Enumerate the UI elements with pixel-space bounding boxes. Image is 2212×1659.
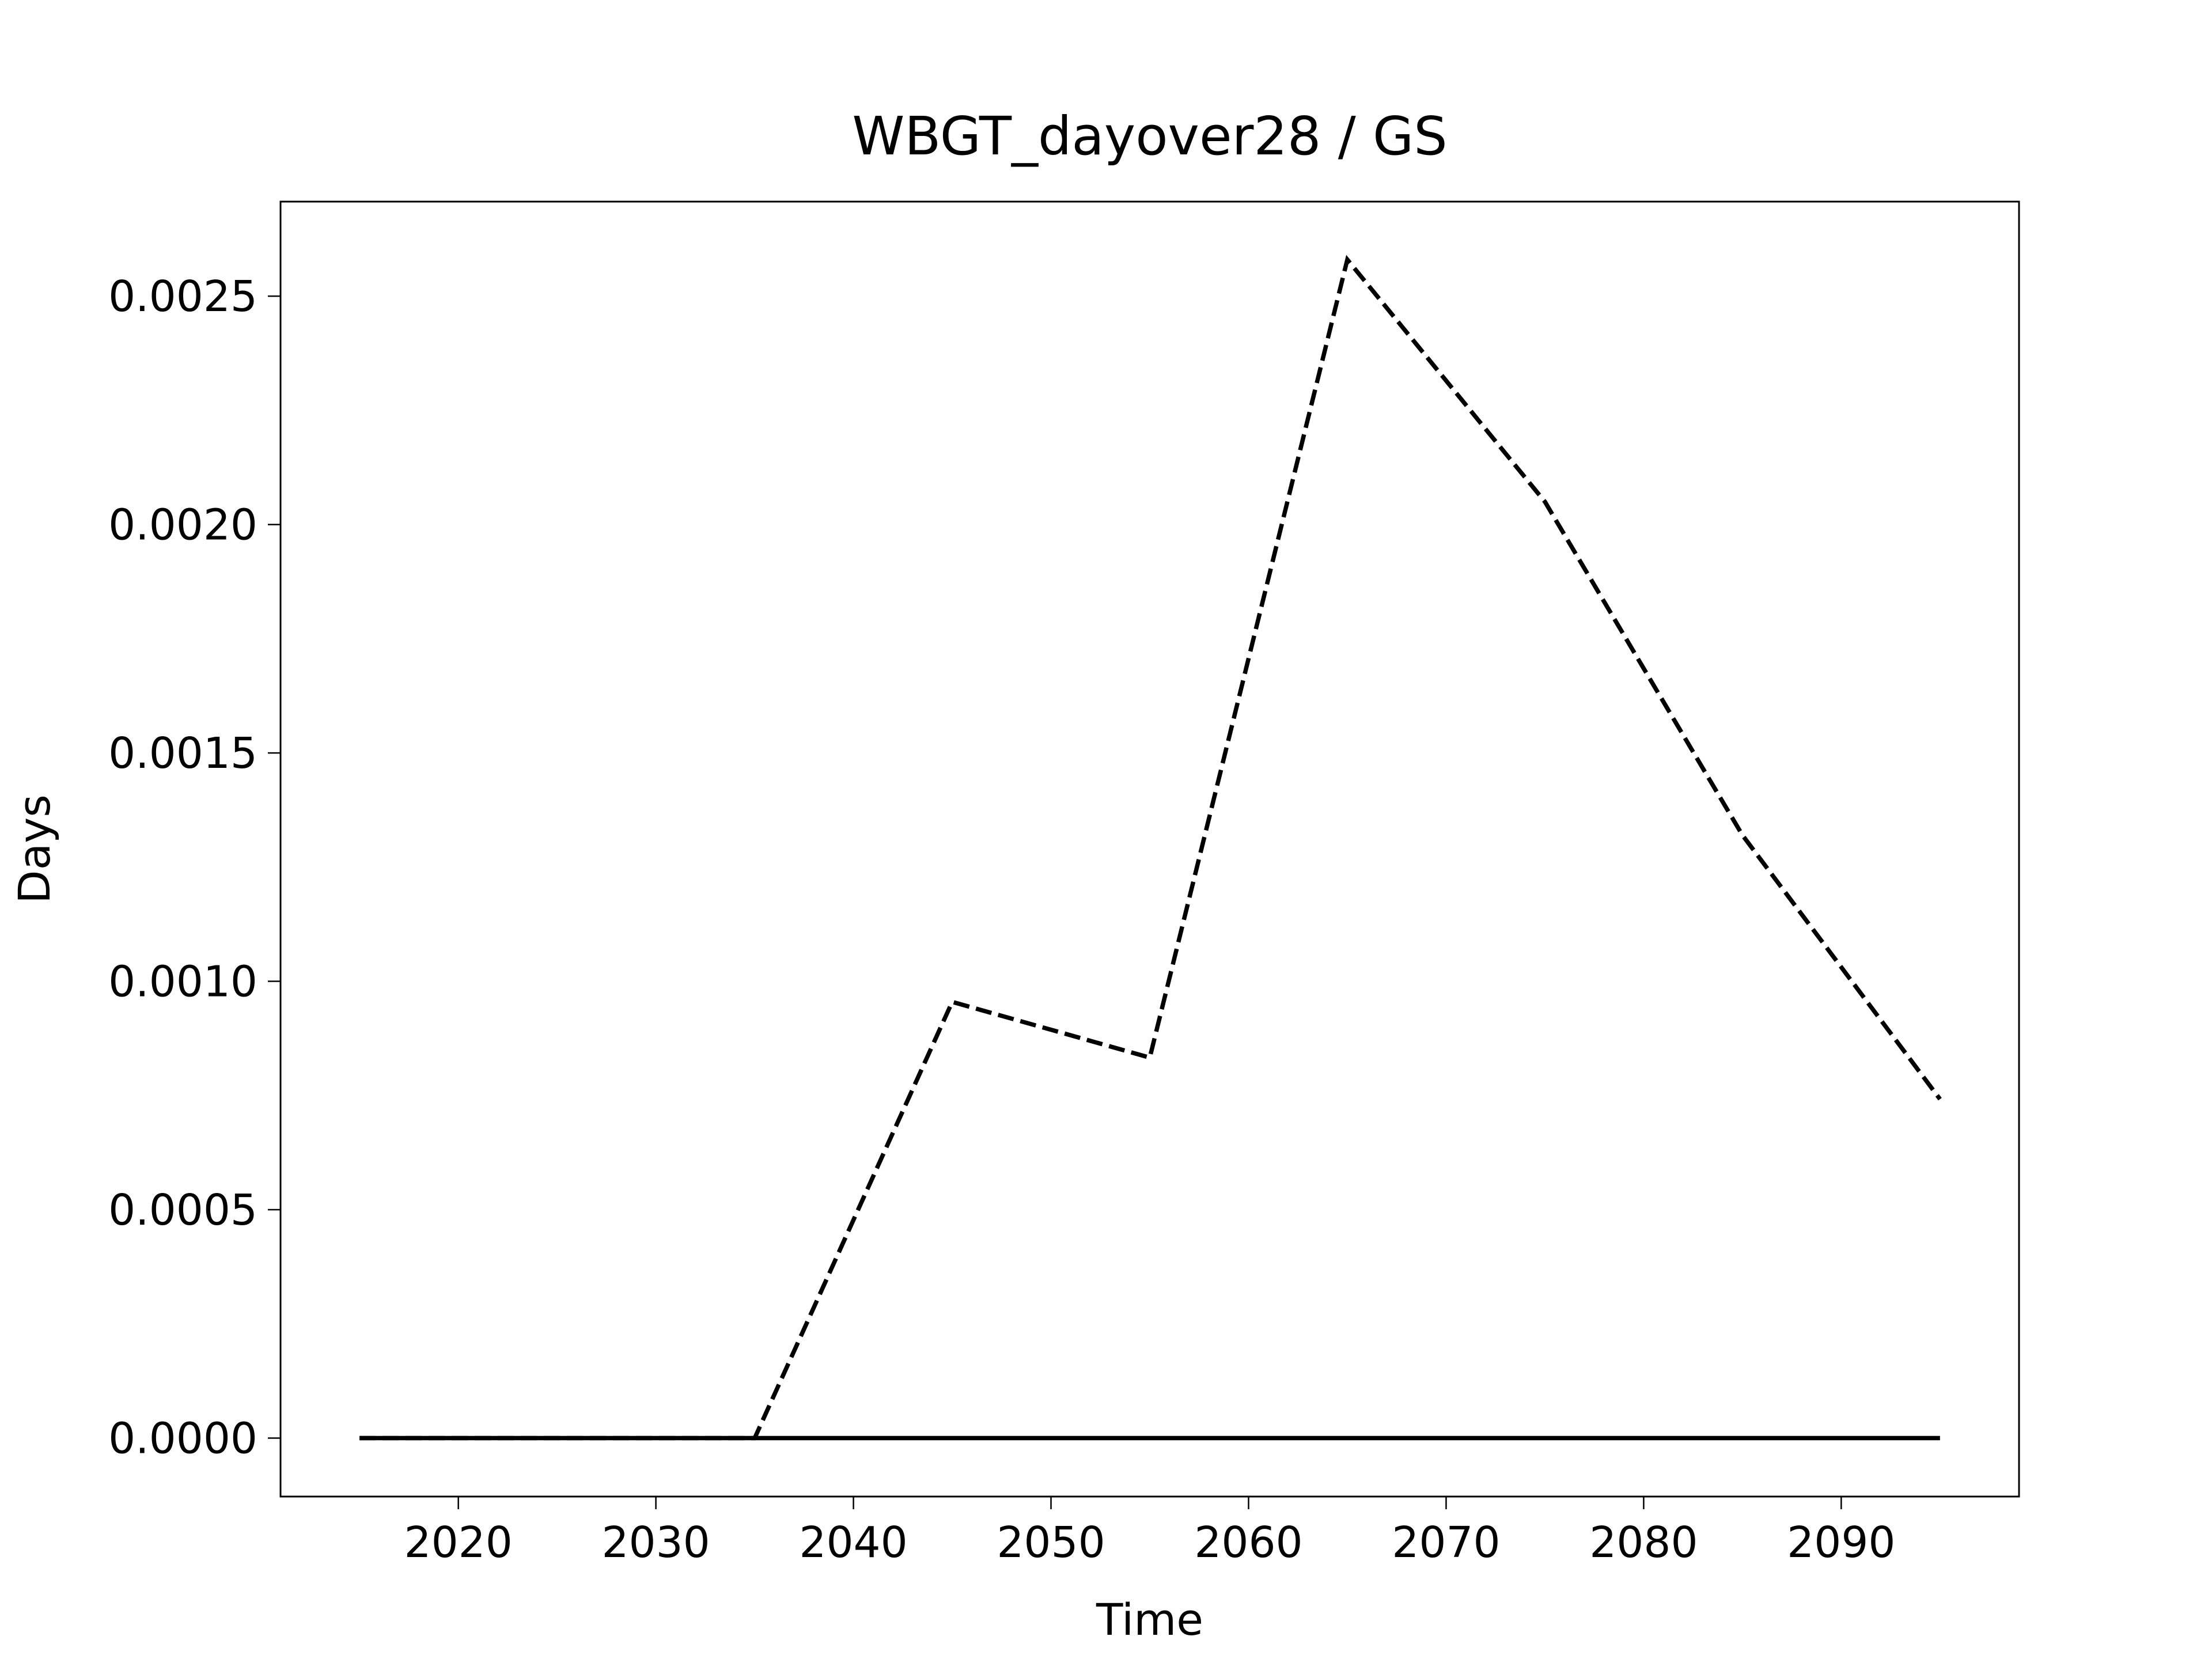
- chart-title: WBGT_dayover28 / GS: [852, 105, 1447, 167]
- y-tick-label: 0.0015: [108, 729, 257, 778]
- y-tick-label: 0.0025: [108, 272, 257, 321]
- x-tick-label: 2020: [404, 1518, 512, 1567]
- x-tick-label: 2090: [1787, 1518, 1895, 1567]
- x-tick-label: 2040: [799, 1518, 907, 1567]
- y-tick-label: 0.0005: [108, 1185, 257, 1235]
- y-axis-label: Days: [9, 794, 60, 904]
- series-line: [359, 255, 1942, 1441]
- x-tick-label: 2050: [997, 1518, 1105, 1567]
- x-tick-label: 2070: [1392, 1518, 1500, 1567]
- plot-frame: [279, 200, 2020, 1498]
- x-tick-label: 2030: [601, 1518, 710, 1567]
- y-tick-label: 0.0010: [108, 957, 257, 1007]
- y-tick-label: 0.0000: [108, 1414, 257, 1464]
- x-tick-label: 2060: [1194, 1518, 1302, 1567]
- y-tick-label: 0.0020: [108, 501, 257, 550]
- x-tick-label: 2080: [1589, 1518, 1698, 1567]
- x-axis-label: Time: [1096, 1594, 1203, 1645]
